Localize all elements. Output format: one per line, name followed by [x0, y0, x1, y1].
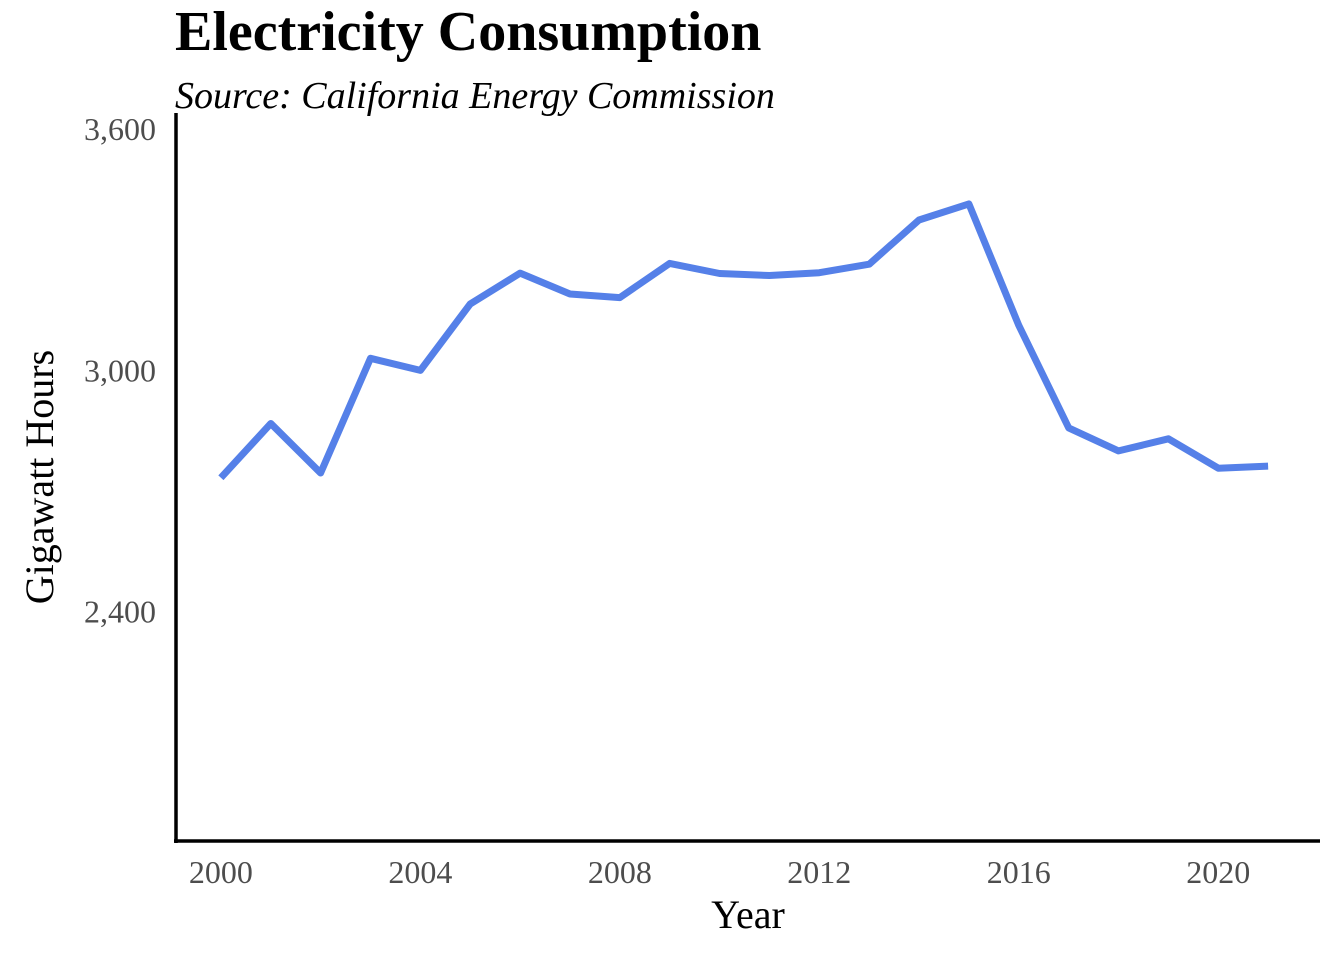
y-tick-labels: 2,400 3,000 3,600	[84, 111, 156, 630]
x-tick-label: 2008	[588, 854, 652, 890]
chart-title: Electricity Consumption	[175, 1, 761, 63]
x-tick-labels: 2000 2004 2008 2012 2016 2020	[189, 854, 1250, 890]
plot-area: 2,400 3,000 3,600 2000 2004 2008 2012 2016 2020	[84, 111, 1320, 890]
x-tick-label: 2004	[388, 854, 452, 890]
y-tick-label: 3,000	[84, 352, 156, 388]
series-layer	[218, 200, 1269, 481]
y-tick-label: 2,400	[84, 594, 156, 630]
chart-subtitle: Source: California Energy Commission	[175, 75, 775, 117]
y-tick-label: 3,600	[84, 111, 156, 147]
x-tick-label: 2012	[787, 854, 851, 890]
x-axis-title: Year	[711, 892, 785, 937]
y-axis-title: Gigawatt Hours	[17, 350, 62, 604]
series-line-0	[218, 200, 1269, 481]
x-tick-label: 2016	[987, 854, 1051, 890]
x-tick-label: 2020	[1186, 854, 1250, 890]
x-tick-label: 2000	[189, 854, 253, 890]
